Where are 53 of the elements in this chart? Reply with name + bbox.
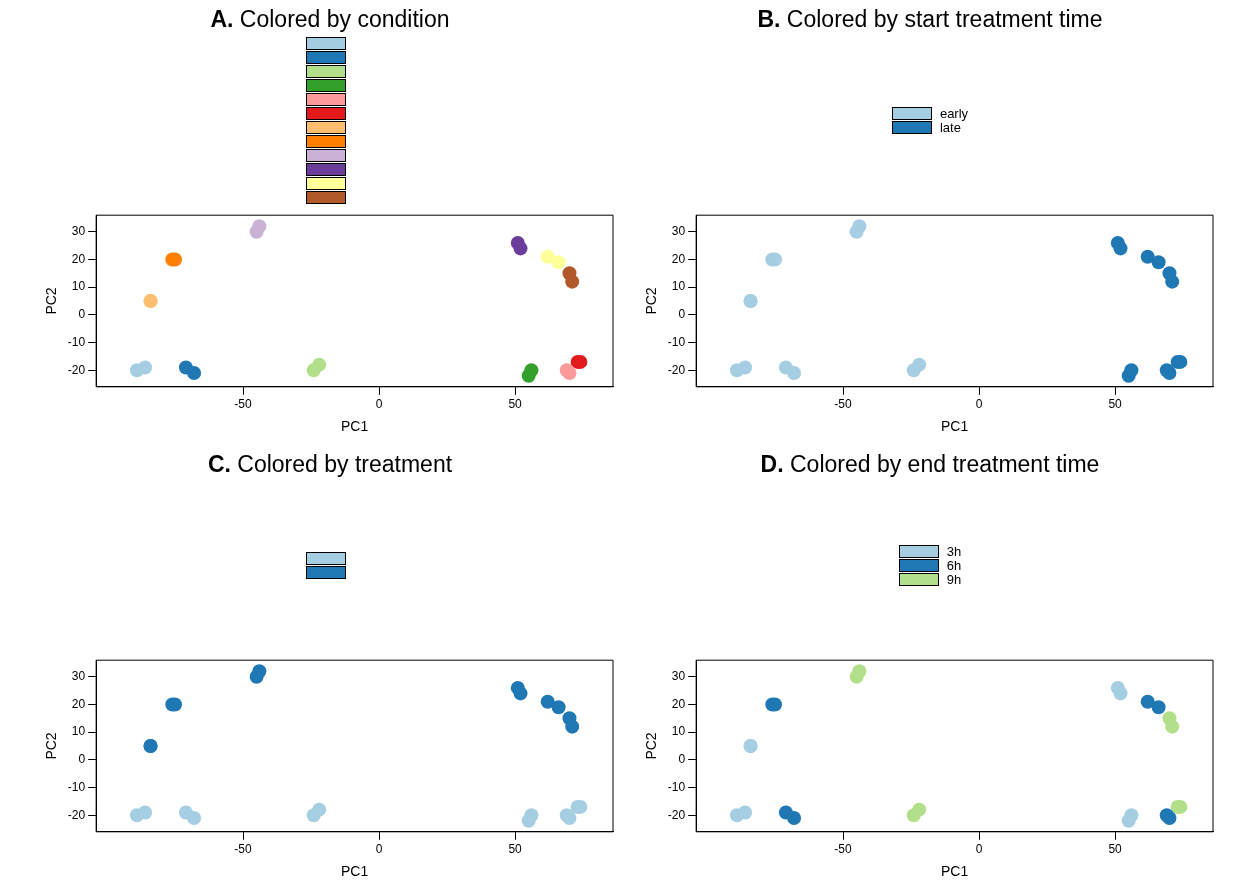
y-tick-label: 0 — [78, 752, 86, 767]
y-tick-label: 10 — [71, 279, 86, 294]
y-tick-label: 20 — [71, 696, 86, 711]
y-tick-label: 30 — [71, 224, 86, 239]
y-tick-label: 10 — [671, 279, 686, 294]
y-tick-label: -10 — [67, 779, 86, 794]
x-tick-label: 0 — [975, 842, 983, 857]
y-tick-label: 0 — [678, 752, 686, 767]
x-tick-label: 0 — [375, 842, 383, 857]
y-axis-title: PC2 — [643, 732, 660, 760]
y-tick-label: -20 — [67, 362, 86, 377]
x-tick-label: -50 — [234, 842, 253, 857]
y-tick-label: 0 — [78, 307, 86, 322]
legend-label: 3h — [946, 544, 962, 559]
x-tick-label: 50 — [1108, 842, 1123, 857]
x-axis-title: PC1 — [340, 418, 369, 435]
y-tick-label: 20 — [671, 251, 686, 266]
y-tick-label: 30 — [71, 669, 86, 684]
chart-title: D. Colored by end treatment time — [760, 451, 1100, 479]
y-tick-label: 10 — [71, 724, 86, 739]
legend-label: 6h — [946, 558, 962, 573]
legend-label: late — [939, 120, 961, 135]
y-tick-label: -20 — [67, 807, 86, 822]
x-axis-title: PC1 — [940, 418, 969, 435]
x-tick-label: 0 — [975, 397, 983, 412]
y-tick-label: 20 — [671, 696, 686, 711]
x-tick-label: 50 — [1108, 397, 1123, 412]
x-axis-title: PC1 — [340, 863, 369, 880]
y-tick-label: -20 — [667, 807, 686, 822]
legend-label: early — [939, 106, 969, 121]
y-tick-label: 30 — [671, 669, 686, 684]
chart-title: C. Colored by treatment — [207, 451, 453, 479]
x-tick-label: -50 — [834, 842, 853, 857]
chart-title: A. Colored by condition — [210, 6, 450, 34]
y-tick-label: -10 — [667, 334, 686, 349]
y-tick-label: 30 — [671, 224, 686, 239]
x-axis-title: PC1 — [940, 863, 969, 880]
y-tick-label: 20 — [71, 251, 86, 266]
y-tick-label: -10 — [667, 779, 686, 794]
legend-label: 9h — [946, 572, 962, 587]
y-tick-label: 10 — [671, 724, 686, 739]
y-axis-title: PC2 — [43, 732, 60, 760]
y-axis-title: PC2 — [643, 287, 660, 315]
chart-title: B. Colored by start treatment time — [757, 6, 1103, 34]
y-axis-title: PC2 — [43, 287, 60, 315]
x-tick-label: 50 — [508, 397, 523, 412]
y-tick-label: -10 — [67, 334, 86, 349]
y-tick-label: -20 — [667, 362, 686, 377]
x-tick-label: 50 — [508, 842, 523, 857]
x-tick-label: 0 — [375, 397, 383, 412]
y-tick-label: 0 — [678, 307, 686, 322]
x-tick-label: -50 — [234, 397, 253, 412]
x-tick-label: -50 — [834, 397, 853, 412]
